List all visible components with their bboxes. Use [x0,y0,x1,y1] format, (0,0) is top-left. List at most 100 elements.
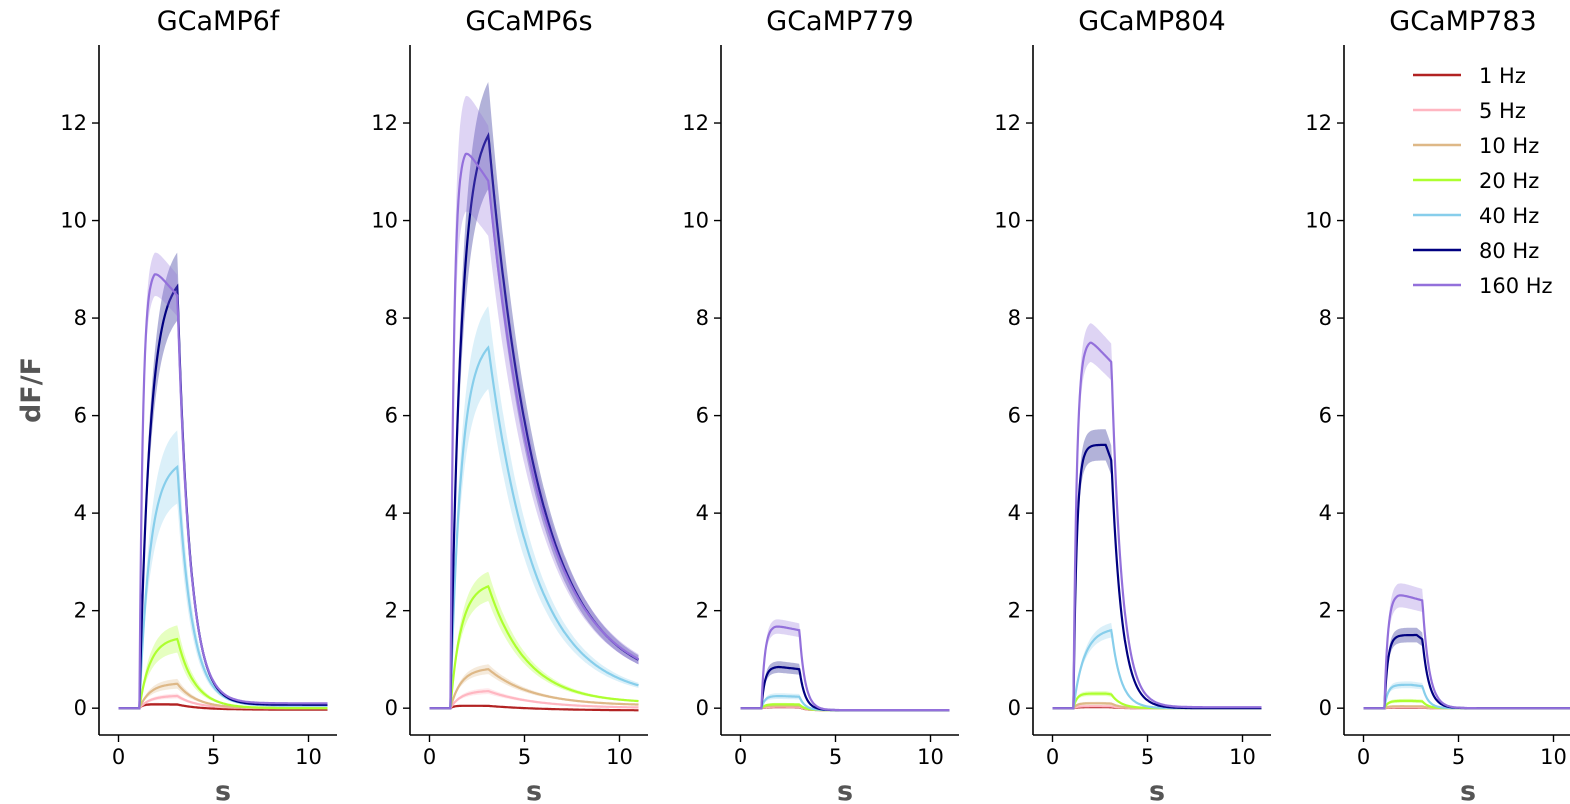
panel-title: GCaMP6f [157,6,281,37]
band-5hz [429,688,639,709]
series-line-160hz [1052,341,1262,710]
y-tick-label: 4 [696,501,709,525]
panel-gcamp804: GCaMP804 0 2 4 6 8 10 12 0 5 10 s [994,6,1271,804]
y-tick-label: 6 [1008,404,1021,428]
y-tick-label: 12 [371,111,398,135]
y-tick-label: 12 [682,111,709,135]
y-tick-label: 10 [371,209,398,233]
y-tick-label: 2 [385,599,398,623]
legend-label: 40 Hz [1479,204,1539,228]
x-tick-label: 10 [1229,745,1256,769]
panel-title: GCaMP6s [465,6,592,37]
band-80hz [1052,429,1262,709]
y-tick-label: 12 [994,111,1021,135]
y-tick-label: 4 [1008,501,1021,525]
legend-label: 20 Hz [1479,169,1539,193]
series-line-40hz [429,345,639,710]
x-tick-label: 10 [606,745,633,769]
series-line-160hz [429,152,640,710]
y-tick-label: 6 [74,404,87,428]
series-line-10hz [429,668,639,710]
panels: GCaMP6f 0 2 4 6 8 10 12 0 5 10 s GCaMP6s 0 2 4 6 8 10 12 0 5 1… [60,6,1570,804]
y-tick-label: 0 [74,696,87,720]
x-tick-label: 5 [1452,745,1465,769]
series-line-5hz [429,689,639,710]
legend-item-40hz: 40 Hz [1413,204,1539,228]
x-axis-label: s [837,776,853,804]
legend-item-20hz: 20 Hz [1413,169,1539,193]
y-tick-label: 8 [385,306,398,330]
x-axis-label: s [1149,776,1165,804]
y-tick-label: 4 [1319,501,1332,525]
y-tick-label: 10 [60,209,87,233]
panel-gcamp6s: GCaMP6s 0 2 4 6 8 10 12 0 5 10 s [371,6,648,804]
x-tick-label: 5 [1141,745,1154,769]
x-axis-label: s [215,776,231,804]
band-20hz [1052,691,1262,709]
y-tick-label: 8 [696,306,709,330]
y-tick-label: 0 [1008,696,1021,720]
y-tick-label: 8 [1319,306,1332,330]
band-160hz [1052,323,1262,709]
legend-item-80hz: 80 Hz [1413,239,1539,263]
panel-title: GCaMP779 [766,6,913,37]
y-tick-label: 8 [74,306,87,330]
x-tick-label: 0 [423,745,436,769]
y-tick-label: 12 [1305,111,1332,135]
band-80hz [740,661,950,711]
x-tick-label: 5 [829,745,842,769]
x-tick-label: 10 [1540,745,1567,769]
y-tick-label: 2 [1008,599,1021,623]
y-tick-label: 6 [1319,404,1332,428]
panel-gcamp6f: GCaMP6f 0 2 4 6 8 10 12 0 5 10 s [60,6,337,804]
y-tick-label: 6 [696,404,709,428]
x-tick-label: 0 [734,745,747,769]
series-line-80hz [118,283,328,710]
legend-label: 80 Hz [1479,239,1539,263]
series-line-20hz [429,585,639,710]
series-line-20hz [118,637,328,710]
y-axis-label: dF/F [16,357,47,423]
band-160hz [429,95,639,709]
band-40hz [118,430,328,709]
band-160hz [1363,583,1570,709]
legend-label: 160 Hz [1479,274,1553,298]
x-axis-label: s [1460,776,1476,804]
y-tick-label: 0 [385,696,398,720]
panel-gcamp783: GCaMP783 0 2 4 6 8 10 12 0 5 10 s [1305,6,1570,804]
band-80hz [118,252,328,709]
x-tick-label: 0 [112,745,125,769]
legend-label: 5 Hz [1479,99,1526,123]
y-tick-label: 4 [385,501,398,525]
y-tick-label: 0 [696,696,709,720]
y-tick-label: 2 [74,599,87,623]
panel-title: GCaMP804 [1078,6,1225,37]
x-tick-label: 10 [917,745,944,769]
panel-gcamp779: GCaMP779 0 2 4 6 8 10 12 0 5 10 s [682,6,959,804]
legend-label: 10 Hz [1479,134,1539,158]
y-tick-label: 10 [1305,209,1332,233]
band-10hz [118,678,328,709]
series-line-1hz [429,704,639,712]
y-tick-label: 2 [696,599,709,623]
series-line-80hz [1052,443,1262,710]
legend-item-1hz: 1 Hz [1413,64,1526,88]
x-tick-label: 0 [1357,745,1370,769]
legend-item-5hz: 5 Hz [1413,99,1526,123]
band-160hz [118,252,328,709]
legend-item-10hz: 10 Hz [1413,134,1539,158]
series-line-160hz [1363,594,1570,710]
x-tick-label: 5 [518,745,531,769]
y-tick-label: 10 [994,209,1021,233]
x-tick-label: 5 [207,745,220,769]
y-tick-label: 4 [74,501,87,525]
legend: 1 Hz 5 Hz 10 Hz 20 Hz 40 Hz 80 Hz 160 Hz [1413,64,1553,298]
band-20hz [118,625,328,709]
x-axis-label: s [526,776,542,804]
y-tick-label: 0 [1319,696,1332,720]
legend-item-160hz: 160 Hz [1413,274,1553,298]
y-tick-label: 6 [385,404,398,428]
panel-title: GCaMP783 [1389,6,1536,37]
legend-label: 1 Hz [1479,64,1526,88]
